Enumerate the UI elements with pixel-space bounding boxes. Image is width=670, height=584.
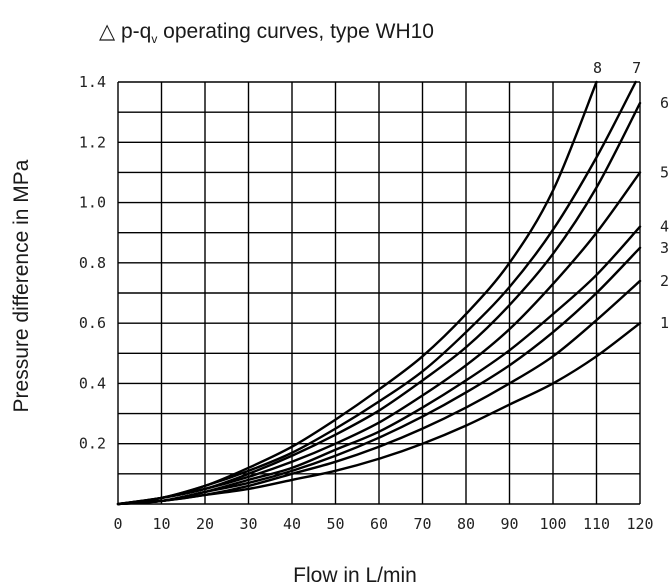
curve-label-1: 1 [660, 314, 669, 332]
curve-label-4: 4 [660, 218, 669, 236]
chart-curves [116, 80, 642, 506]
curve-labels: 1 2 3 4 5 6 7 8 [593, 59, 669, 332]
chart-title: △ p-qv operating curves, type WH10 [99, 20, 434, 46]
curve-label-5: 5 [660, 163, 669, 181]
y-axis-label: Pressure difference in MPa [10, 159, 33, 412]
curve-label-2: 2 [660, 272, 669, 290]
curve-2 [116, 279, 642, 506]
title-pre: p-q [115, 20, 151, 43]
x-tick-label: 110 [583, 515, 610, 533]
curve-6 [116, 101, 642, 506]
x-axis-ticks: 0 10 20 30 40 50 60 70 80 90 100 110 120 [113, 515, 653, 533]
y-tick-label: 0.2 [79, 435, 106, 453]
x-tick-label: 30 [239, 515, 257, 533]
x-tick-label: 80 [457, 515, 475, 533]
x-tick-label: 20 [196, 515, 214, 533]
x-tick-label: 0 [113, 515, 122, 533]
curve-4 [116, 225, 642, 506]
x-tick-label: 50 [326, 515, 344, 533]
curve-label-8: 8 [593, 59, 602, 77]
x-tick-label: 90 [500, 515, 518, 533]
x-tick-label: 40 [283, 515, 301, 533]
curve-8 [116, 80, 598, 506]
chart-grid [117, 81, 641, 505]
title-post: operating curves, type WH10 [157, 20, 434, 43]
x-tick-label: 10 [152, 515, 170, 533]
x-tick-label: 120 [626, 515, 653, 533]
curve-label-7: 7 [632, 59, 641, 77]
y-tick-label: 0.8 [79, 254, 106, 272]
chart-title-text: △ p-qv operating curves, type WH10 [99, 20, 434, 46]
y-tick-label: 0.4 [79, 374, 106, 392]
delta-symbol: △ [99, 20, 116, 43]
x-tick-label: 70 [413, 515, 431, 533]
curve-label-6: 6 [660, 94, 669, 112]
x-tick-label: 100 [539, 515, 566, 533]
y-tick-label: 1.2 [79, 133, 106, 151]
x-tick-label: 60 [370, 515, 388, 533]
y-axis-ticks: 0.2 0.4 0.6 0.8 1.0 1.2 1.4 [79, 73, 106, 453]
y-tick-label: 1.4 [79, 73, 106, 91]
x-axis-label: Flow in L/min [293, 564, 417, 584]
curve-label-3: 3 [660, 239, 669, 257]
y-tick-label: 0.6 [79, 314, 106, 332]
title-subscript: v [151, 32, 157, 46]
y-tick-label: 1.0 [79, 194, 106, 212]
